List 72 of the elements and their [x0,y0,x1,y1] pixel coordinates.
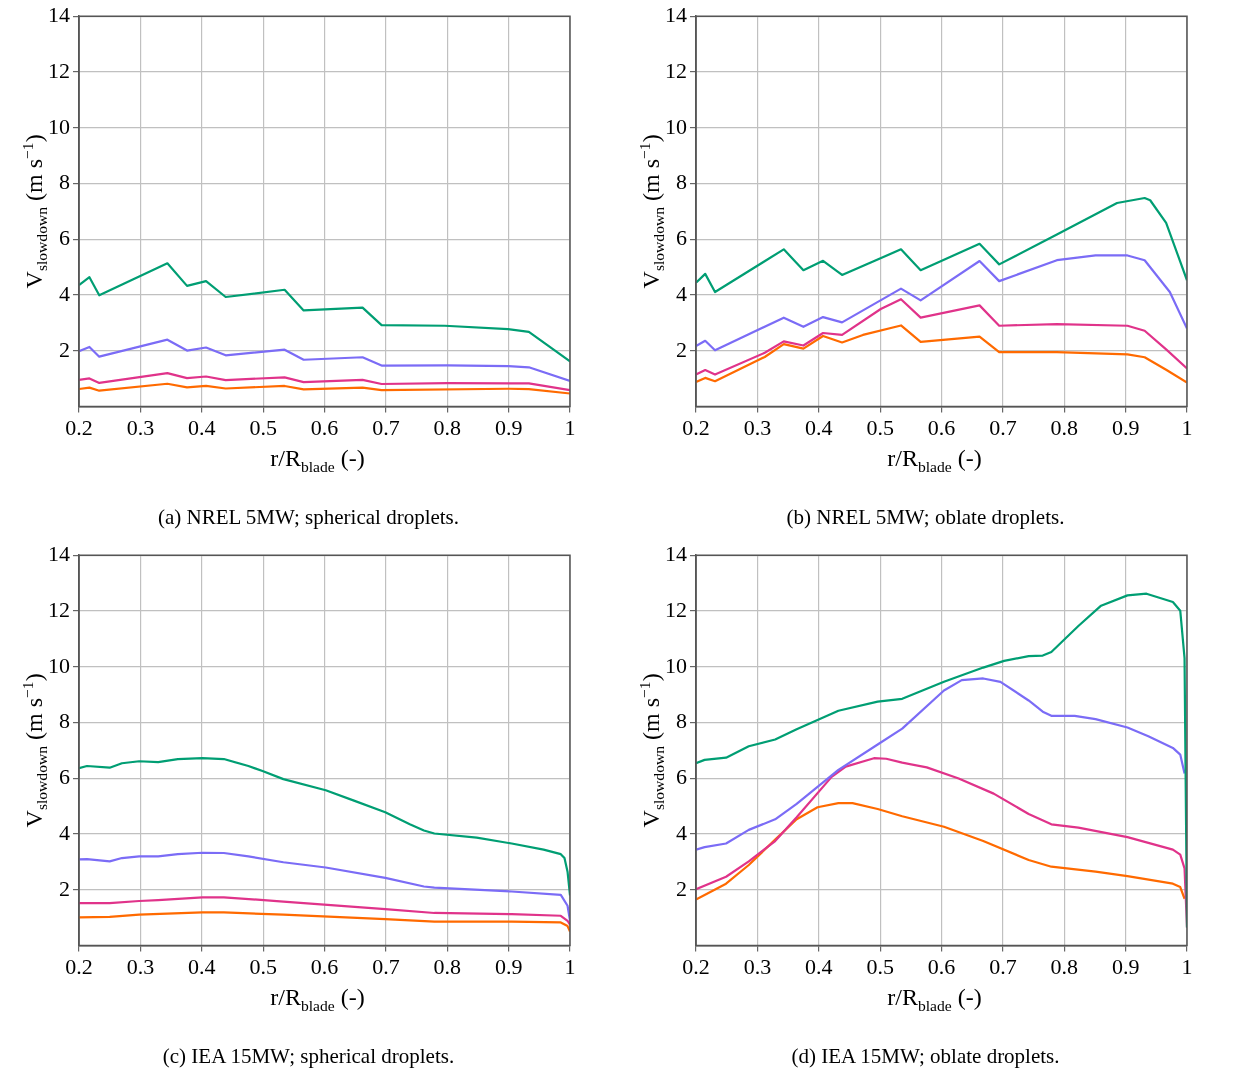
x-tick-label: 0.5 [866,414,894,440]
y-tick-label: 6 [59,764,70,790]
x-axis-title: r/R$_{blade}$ (-) [886,445,983,476]
x-tick-label: 0.3 [743,953,772,979]
x-tick-label: 0.3 [126,953,155,979]
x-tick-label: 0.9 [494,953,523,979]
x-tick-label: 0.2 [65,414,93,440]
text: (d) IEA 15MW; oblate droplets. [790,1044,1061,1069]
y-tick-label: 14 [48,1,70,27]
y-tick-label: 10 [665,113,687,139]
x-tick-label: 0.4 [805,953,833,979]
y-tick-label: 14 [665,540,687,566]
x-tick-label: 0.4 [188,953,216,979]
x-tick-label: 0.4 [188,414,216,440]
x-tick-label: 0.7 [989,953,1017,979]
y-tick-label: 4 [676,280,687,306]
y-tick-label: 8 [59,169,70,195]
x-tick-label: 0.2 [682,953,710,979]
x-tick-label: 0.9 [1111,953,1140,979]
y-tick-label: 8 [676,708,687,734]
text: (c) IEA 15MW; spherical droplets. [161,1044,456,1069]
y-tick-label: 10 [48,113,70,139]
x-tick-label: 0.5 [866,953,894,979]
y-tick-label: 6 [676,225,687,251]
x-tick-label: 0.6 [927,414,956,440]
y-tick-label: 6 [59,225,70,251]
x-axis-title: r/R$_{blade}$ (-) [269,984,366,1015]
y-tick-label: 12 [48,596,70,622]
y-tick-label: 8 [676,169,687,195]
y-tick-label: 14 [665,1,687,27]
x-tick-label: 0.8 [433,953,461,979]
y-tick-label: 4 [59,819,70,845]
y-tick-label: 10 [48,652,70,678]
x-tick-label: 0.9 [1111,414,1140,440]
x-tick-label: 0.5 [249,953,277,979]
x-tick-label: 1 [1181,414,1193,440]
x-tick-label: 0.9 [494,414,523,440]
x-tick-label: 0.8 [1050,414,1078,440]
x-tick-label: 0.7 [989,414,1017,440]
y-tick-label: 14 [48,540,70,566]
y-tick-label: 12 [665,596,687,622]
y-tick-label: 10 [665,652,687,678]
y-tick-label: 4 [676,819,687,845]
x-tick-label: 0.7 [372,953,400,979]
y-tick-label: 2 [59,875,70,901]
y-tick-label: 2 [676,336,687,362]
x-tick-label: 0.2 [65,953,93,979]
x-axis-title: r/R$_{blade}$ (-) [886,984,983,1015]
x-tick-label: 1 [564,414,576,440]
x-tick-label: 0.4 [805,414,833,440]
y-tick-label: 12 [665,57,687,83]
x-tick-label: 1 [564,953,576,979]
y-tick-label: 8 [59,708,70,734]
x-tick-label: 0.6 [927,953,956,979]
y-tick-label: 4 [59,280,70,306]
x-tick-label: 1 [1181,953,1193,979]
text: (a) NREL 5MW; spherical droplets. [156,505,461,530]
x-tick-label: 0.7 [372,414,400,440]
x-tick-label: 0.3 [126,414,155,440]
text: (b) NREL 5MW; oblate droplets. [785,505,1066,530]
x-tick-label: 0.3 [743,414,772,440]
y-tick-label: 2 [59,336,70,362]
x-axis-title: r/R$_{blade}$ (-) [269,445,366,476]
y-tick-label: 2 [676,875,687,901]
x-tick-label: 0.6 [310,414,339,440]
x-tick-label: 0.8 [1050,953,1078,979]
y-tick-label: 12 [48,57,70,83]
x-tick-label: 0.6 [310,953,339,979]
x-tick-label: 0.5 [249,414,277,440]
x-tick-label: 0.2 [682,414,710,440]
y-tick-label: 6 [676,764,687,790]
x-tick-label: 0.8 [433,414,461,440]
